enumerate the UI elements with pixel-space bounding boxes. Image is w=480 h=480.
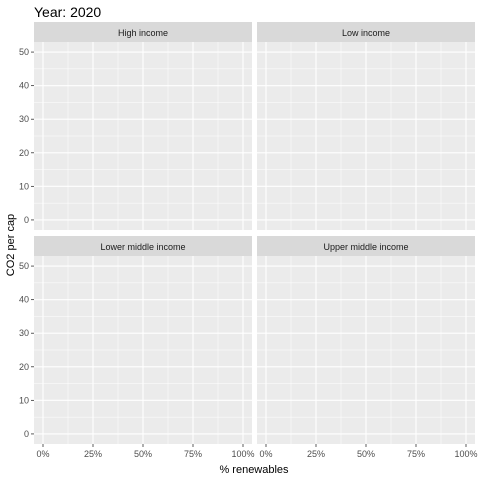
- y-tick-label: 50: [19, 261, 29, 271]
- y-tick-label: 20: [19, 362, 29, 372]
- x-tick-label: 50%: [357, 449, 375, 459]
- y-tick-label: 30: [19, 328, 29, 338]
- y-tick-label: 10: [19, 181, 29, 191]
- x-tick-label: 25%: [307, 449, 325, 459]
- y-tick-label: 50: [19, 47, 29, 57]
- y-tick-label: 0: [24, 429, 29, 439]
- x-tick-label: 75%: [407, 449, 425, 459]
- facet-strip: [34, 22, 252, 42]
- x-tick-label: 0%: [36, 449, 49, 459]
- x-axis-label: % renewables: [219, 464, 289, 476]
- facet-grid: High income 0 10 20 30 40 50 Low income Lower mi…: [19, 22, 478, 459]
- x-tick-label: 25%: [84, 449, 102, 459]
- facet-strip-label: Upper middle income: [323, 242, 408, 252]
- x-tick-label: 0%: [259, 449, 272, 459]
- x-tick-label: 100%: [454, 449, 477, 459]
- y-tick-label: 30: [19, 114, 29, 124]
- x-tick-label: 100%: [231, 449, 254, 459]
- facet-strip: [34, 236, 252, 256]
- facet-strip-label: Lower middle income: [100, 242, 185, 252]
- y-tick-label: 20: [19, 148, 29, 158]
- chart-title: Year: 2020: [34, 4, 101, 20]
- y-tick-label: 10: [19, 395, 29, 405]
- facet-strip-label: Low income: [342, 28, 390, 38]
- facet-strip: [257, 236, 475, 256]
- y-tick-label: 0: [24, 215, 29, 225]
- x-tick-label: 75%: [184, 449, 202, 459]
- y-tick-label: 40: [19, 81, 29, 91]
- facet-strip: [257, 22, 475, 42]
- y-tick-label: 40: [19, 295, 29, 305]
- facet-strip-label: High income: [118, 28, 168, 38]
- x-tick-label: 50%: [134, 449, 152, 459]
- y-axis-label: CO2 per cap: [5, 214, 17, 276]
